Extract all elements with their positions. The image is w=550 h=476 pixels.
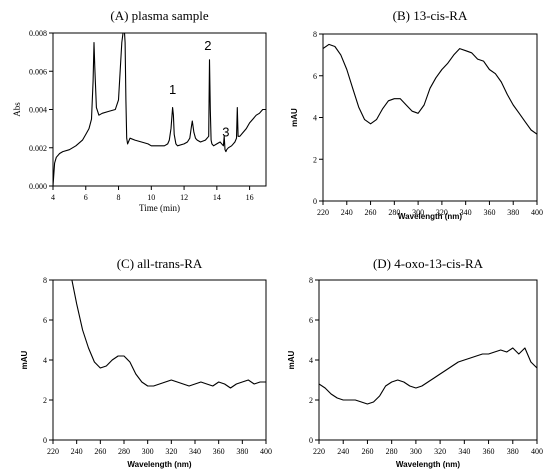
x-tick-label: 220 — [313, 447, 325, 456]
x-tick-label: 260 — [94, 447, 106, 456]
x-tick-label: 340 — [458, 447, 470, 456]
y-tick-label: 6 — [309, 316, 313, 325]
y-tick-label: 8 — [313, 30, 317, 39]
chart-title: (A) plasma sample — [110, 8, 208, 23]
x-tick-label: 400 — [531, 208, 543, 217]
series-line — [53, 33, 266, 186]
y-axis-label: Abs — [12, 102, 22, 117]
y-axis-label: mAU — [20, 350, 29, 369]
series-line — [323, 43, 537, 135]
x-tick-label: 380 — [507, 208, 519, 217]
x-tick-label: 300 — [410, 447, 422, 456]
x-tick-label: 240 — [341, 208, 353, 217]
x-tick-label: 240 — [337, 447, 349, 456]
x-tick-label: 280 — [118, 447, 130, 456]
y-tick-label: 0 — [313, 197, 317, 206]
x-tick-label: 4 — [51, 193, 55, 202]
x-tick-label: 380 — [236, 447, 248, 456]
x-tick-label: 8 — [117, 193, 121, 202]
x-tick-label: 12 — [180, 193, 188, 202]
peak-label-2: 2 — [204, 38, 211, 53]
x-tick-label: 6 — [84, 193, 88, 202]
chart-title: (B) 13-cis-RA — [393, 8, 468, 23]
x-tick-label: 320 — [165, 447, 177, 456]
x-tick-label: 400 — [531, 447, 543, 456]
y-tick-label: 8 — [43, 276, 47, 285]
y-tick-label: 6 — [43, 316, 47, 325]
plot-frame — [52, 32, 267, 187]
series-line — [71, 280, 266, 389]
y-tick-label: 0.006 — [29, 67, 47, 76]
y-tick-label: 0.004 — [29, 106, 47, 115]
chart-title: (C) all-trans-RA — [117, 256, 203, 271]
y-tick-label: 2 — [313, 155, 317, 164]
y-tick-label: 2 — [309, 396, 313, 405]
x-tick-label: 300 — [142, 447, 154, 456]
x-axis-label: Wavelength (nm) — [396, 460, 460, 469]
x-tick-label: 280 — [388, 208, 400, 217]
x-tick-label: 16 — [246, 193, 254, 202]
x-tick-label: 340 — [189, 447, 201, 456]
y-tick-label: 0 — [43, 436, 47, 445]
x-tick-label: 260 — [365, 208, 377, 217]
plot-frame — [318, 279, 538, 441]
peak-label-3: 3 — [222, 124, 229, 139]
plot-frame — [52, 279, 267, 441]
y-tick-label: 0.002 — [29, 144, 47, 153]
x-tick-label: 320 — [434, 447, 446, 456]
y-tick-label: 4 — [43, 356, 47, 365]
y-tick-label: 0.008 — [29, 29, 47, 38]
x-tick-label: 220 — [47, 447, 59, 456]
x-tick-label: 400 — [260, 447, 272, 456]
plot-frame — [322, 33, 538, 202]
x-axis-label: Wavelength (nm) — [398, 212, 462, 221]
x-tick-label: 320 — [436, 208, 448, 217]
x-tick-label: 300 — [412, 208, 424, 217]
x-tick-label: 220 — [317, 208, 329, 217]
y-axis-label: mAU — [287, 350, 296, 369]
x-tick-label: 240 — [71, 447, 83, 456]
x-axis-label: Time (min) — [139, 203, 180, 213]
chart-title: (D) 4-oxo-13-cis-RA — [373, 256, 484, 271]
y-tick-label: 2 — [43, 396, 47, 405]
x-tick-label: 280 — [386, 447, 398, 456]
x-tick-label: 380 — [507, 447, 519, 456]
y-tick-label: 0.000 — [29, 182, 47, 191]
y-tick-label: 4 — [313, 114, 317, 123]
x-tick-label: 340 — [460, 208, 472, 217]
series-line — [319, 347, 537, 405]
y-tick-label: 0 — [309, 436, 313, 445]
x-tick-label: 360 — [483, 447, 495, 456]
x-tick-label: 10 — [147, 193, 155, 202]
x-tick-label: 14 — [213, 193, 221, 202]
y-tick-label: 4 — [309, 356, 313, 365]
x-tick-label: 360 — [483, 208, 495, 217]
y-tick-label: 8 — [309, 276, 313, 285]
peak-label-1: 1 — [169, 82, 176, 97]
x-axis-label: Wavelength (nm) — [127, 460, 191, 469]
y-tick-label: 6 — [313, 72, 317, 81]
y-axis-label: mAU — [290, 108, 299, 127]
x-tick-label: 360 — [213, 447, 225, 456]
x-tick-label: 260 — [361, 447, 373, 456]
